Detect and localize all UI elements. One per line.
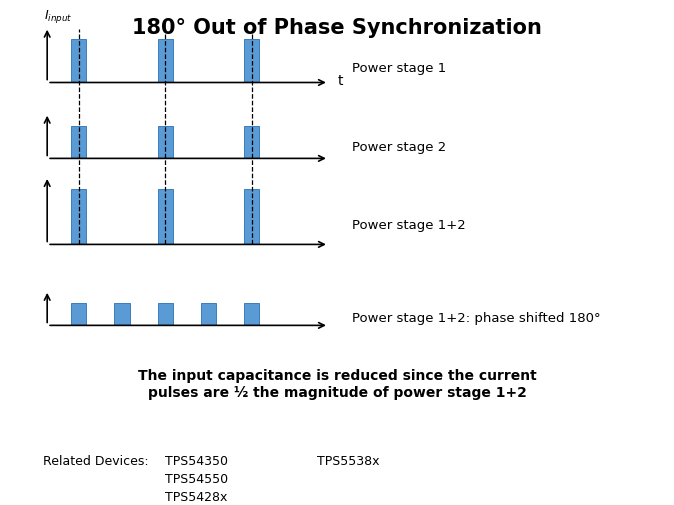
Bar bbox=[245, 303, 259, 326]
Bar bbox=[158, 40, 173, 83]
Text: t: t bbox=[338, 74, 343, 88]
Text: Power stage 2: Power stage 2 bbox=[353, 141, 447, 154]
Text: Power stage 1+2: phase shifted 180°: Power stage 1+2: phase shifted 180° bbox=[353, 311, 601, 324]
Bar bbox=[245, 40, 259, 83]
Bar bbox=[245, 189, 259, 245]
Bar bbox=[71, 303, 86, 326]
Text: The input capacitance is reduced since the current
pulses are ½ the magnitude of: The input capacitance is reduced since t… bbox=[137, 369, 537, 399]
Bar bbox=[158, 303, 173, 326]
Bar bbox=[158, 126, 173, 159]
Text: TPS54350
TPS54550
TPS5428x: TPS54350 TPS54550 TPS5428x bbox=[165, 454, 228, 503]
Text: $I_{input}$: $I_{input}$ bbox=[44, 8, 72, 25]
Bar bbox=[71, 189, 86, 245]
Text: TPS5538x: TPS5538x bbox=[317, 454, 379, 468]
Bar bbox=[158, 189, 173, 245]
Bar bbox=[115, 303, 129, 326]
Text: Power stage 1: Power stage 1 bbox=[353, 62, 447, 75]
Bar bbox=[201, 303, 216, 326]
Text: Related Devices:: Related Devices: bbox=[42, 454, 148, 468]
Text: Power stage 1+2: Power stage 1+2 bbox=[353, 219, 466, 232]
Bar bbox=[71, 40, 86, 83]
Bar bbox=[71, 126, 86, 159]
Text: 180° Out of Phase Synchronization: 180° Out of Phase Synchronization bbox=[132, 18, 542, 38]
Bar bbox=[245, 126, 259, 159]
